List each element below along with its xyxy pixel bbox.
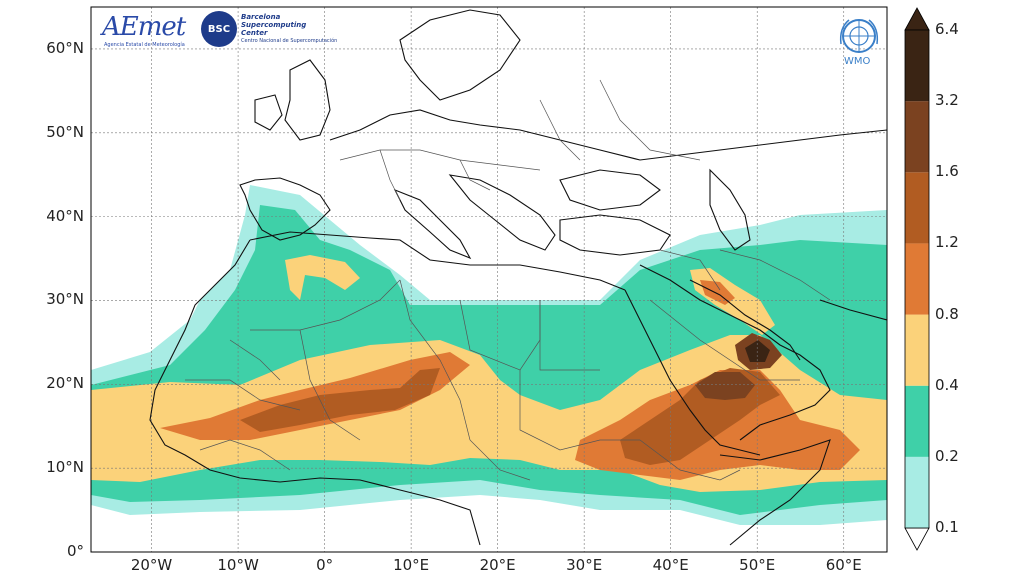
border-sahara-3 <box>399 279 471 441</box>
colorbar-segment <box>905 385 929 457</box>
border-iran <box>719 249 831 301</box>
colorbar-level-label: 6.4 <box>935 20 959 38</box>
coast-red-sea <box>624 289 761 456</box>
colorbar-level-label: 0.2 <box>935 446 959 465</box>
country-borders <box>185 79 831 481</box>
colorbar-segment <box>905 172 929 244</box>
border-iraq <box>659 249 721 291</box>
colorbar-level-label: 0.1 <box>935 518 959 536</box>
colorbar-segment <box>905 30 929 102</box>
latitude-tick-label: 0° <box>66 542 84 560</box>
longitude-tick-label: 0° <box>316 556 334 574</box>
dust-level-4 <box>160 352 470 440</box>
bsc-badge-text: BSC <box>207 23 231 35</box>
dust-fields <box>91 185 887 525</box>
longitude-tick-label: 20°W <box>130 556 173 574</box>
longitude-tick-label: 20°E <box>479 556 516 574</box>
colorbar-level-label: 3.2 <box>935 91 959 110</box>
latitude-tick-label: 10°N <box>46 458 84 477</box>
coast-caspian <box>709 168 751 251</box>
wmo-logo: WMO <box>835 14 883 70</box>
latitude-tick-label: 50°N <box>46 122 84 141</box>
latitude-tick-label: 30°N <box>46 290 84 309</box>
colorbar-level-label: 1.6 <box>935 162 959 181</box>
border-europe-1 <box>339 149 541 171</box>
dust-plume-morocco <box>285 255 360 300</box>
colorbar-frame <box>904 29 930 529</box>
latitude-tick-label: 60°N <box>46 38 84 57</box>
coast-europe-north <box>329 109 887 161</box>
longitude-tick-label: 50°E <box>739 556 776 574</box>
colorbar-level-label: 0.8 <box>935 304 959 323</box>
wmo-logo-text: WMO <box>844 56 871 67</box>
bsc-logo: BSC Barcelona Supercomputing Center Cent… <box>201 11 371 51</box>
coast-ireland <box>254 94 283 131</box>
coast-black-sea <box>559 169 661 211</box>
coast-horn <box>719 439 831 546</box>
latitude-tick-label: 40°N <box>46 206 84 225</box>
longitude-tick-label: 10°E <box>393 556 430 574</box>
border-sudan <box>519 370 640 451</box>
coastlines <box>149 9 887 546</box>
colorbar-segment <box>905 456 929 528</box>
colorbar-segment <box>905 101 929 173</box>
bsc-line4: Centro Nacional de Supercomputación <box>241 38 338 44</box>
border-saudi <box>649 299 800 381</box>
bsc-badge: BSC <box>201 11 237 47</box>
longitude-tick-label: 10°W <box>217 556 259 574</box>
coast-arabia <box>639 264 831 441</box>
border-westafrica <box>185 379 301 411</box>
border-chad <box>469 439 531 481</box>
coast-italy <box>393 188 472 260</box>
graticule <box>91 7 887 552</box>
border-europe-3 <box>459 159 491 191</box>
aemet-logo: AEmet Agencia Estatal de Meteorología <box>100 12 195 52</box>
bsc-line2: Supercomputing <box>241 21 307 29</box>
coast-africa-north <box>249 231 626 291</box>
aemet-logo-text: AEmet <box>102 12 186 42</box>
coast-britain <box>284 59 331 141</box>
border-egypt <box>539 300 600 371</box>
dust-spot-iran <box>700 280 735 305</box>
bsc-line3: Center <box>241 29 268 37</box>
aemet-logo-subtext: Agencia Estatal de Meteorología <box>104 42 185 48</box>
dust-level-6 <box>695 372 755 400</box>
colorbar-extend-min <box>904 527 930 551</box>
border-sahara-2 <box>299 329 361 441</box>
map-frame <box>90 6 888 553</box>
coast-scandinavia <box>399 9 521 101</box>
colorbar-segment <box>905 314 929 386</box>
colorbar-extend-max <box>904 7 930 31</box>
coast-persian-gulf <box>689 279 801 361</box>
border-westafrica-2 <box>199 439 291 471</box>
colorbar-level-label: 1.2 <box>935 233 959 252</box>
colorbar <box>904 7 930 551</box>
latitude-tick-label: 20°N <box>46 374 84 393</box>
longitude-tick-label: 60°E <box>825 556 862 574</box>
border-russia <box>599 79 701 161</box>
border-mali <box>229 339 281 381</box>
bsc-line1: Barcelona <box>241 13 281 21</box>
colorbar-segment <box>905 243 929 315</box>
wmo-emblem-icon <box>839 19 879 53</box>
coast-africa-west <box>149 239 481 546</box>
border-ethiopia <box>639 439 741 481</box>
border-sahara-1 <box>250 279 401 331</box>
longitude-tick-label: 30°E <box>566 556 603 574</box>
coast-iberia <box>239 177 331 241</box>
coast-balkans <box>448 174 556 251</box>
longitude-tick-label: 40°E <box>652 556 689 574</box>
border-europe-2 <box>379 149 401 201</box>
colorbar-level-label: 0.4 <box>935 375 959 394</box>
dust-level-5 <box>240 368 440 432</box>
coast-pakistan <box>819 299 887 321</box>
border-europe-4 <box>539 99 581 161</box>
